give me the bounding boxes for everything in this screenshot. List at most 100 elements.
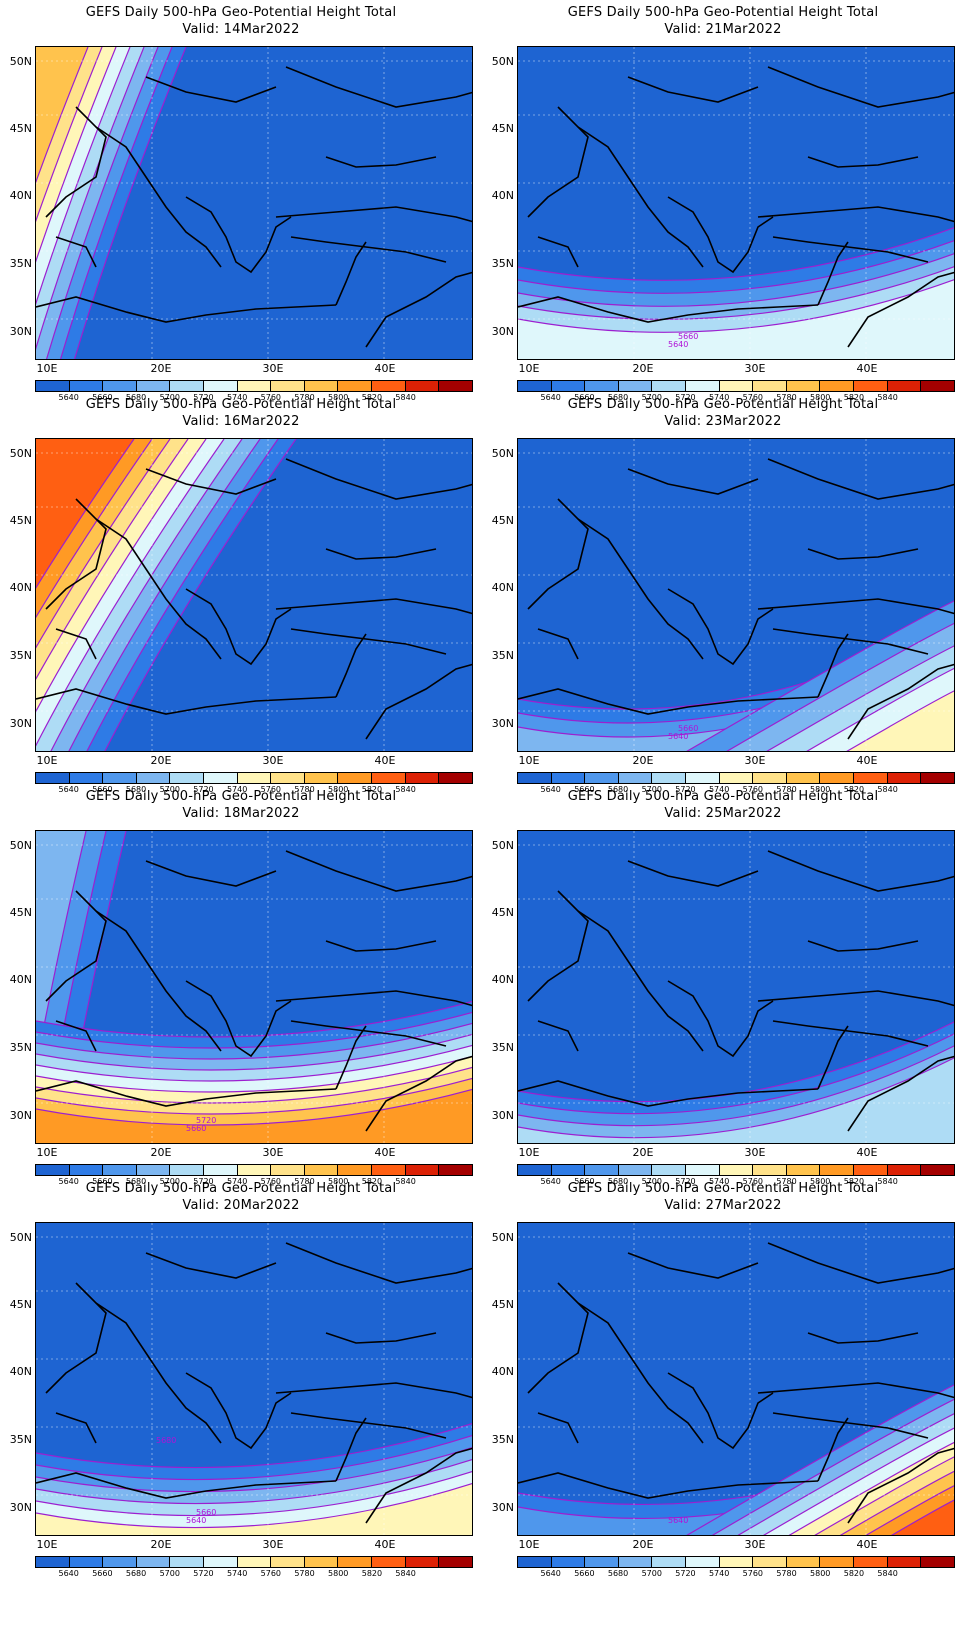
colorbar-swatch [372,1165,406,1175]
colorbar-swatch [405,773,440,783]
lon-label: 40E [374,1538,396,1551]
contour-label: 5660 [678,332,698,341]
colorbar-swatch [372,381,406,391]
colorbar-label: 5840 [395,393,416,402]
colorbar-label: 5680 [607,393,629,402]
lat-label: 35N [9,257,32,270]
lat-label: 40N [491,189,514,202]
colorbar-label: 5780 [294,393,315,402]
panel-21mar: GEFS Daily 500-hPa Geo-Potential Height … [482,0,964,410]
colorbar-label: 5740 [708,1177,730,1186]
colorbar-label: 5660 [92,393,113,402]
lon-label: 10E [36,754,58,767]
colorbar-swatch [551,773,586,783]
map-area [35,438,473,752]
colorbar-label: 5720 [675,1569,696,1578]
colorbar-label: 5640 [58,1177,79,1186]
colorbar-label: 5740 [708,393,730,402]
lon-label: 30E [744,362,766,375]
colorbar-label: 5840 [877,785,898,794]
lat-label: 50N [9,839,32,852]
lon-label: 40E [856,1538,878,1551]
map-title: GEFS Daily 500-hPa Geo-Potential Height … [567,1181,879,1196]
colorbar-label: 5740 [708,1569,730,1578]
colorbar-swatch [103,773,137,783]
colorbar-label: 5700 [159,1569,180,1578]
colorbar-swatch [103,381,137,391]
lon-label: 10E [36,1146,58,1159]
colorbar-swatch [585,1165,619,1175]
colorbar-label: 5720 [675,393,696,402]
colorbar-swatch [921,773,954,783]
lon-label: 10E [518,1538,540,1551]
colorbar-label: 5820 [843,1177,865,1186]
colorbar-swatch [786,1165,821,1175]
lon-label: 10E [518,1146,540,1159]
colorbar-swatch [237,381,272,391]
colorbar-label: 5780 [294,1569,315,1578]
lon-label: 40E [374,362,396,375]
colorbar-swatch [618,381,653,391]
colorbar-label: 5660 [92,1177,113,1186]
colorbar-swatch [204,1165,238,1175]
colorbar-swatch [136,773,171,783]
colorbar-label: 5660 [574,785,595,794]
colorbar-swatch [36,1557,70,1567]
colorbar-swatch [271,1557,305,1567]
height-field-map [36,439,472,751]
colorbar-label: 5740 [226,1569,248,1578]
colorbar-label: 5720 [193,1569,214,1578]
colorbar-label: 5700 [159,393,180,402]
colorbar-label: 5640 [540,1177,561,1186]
colorbar-swatch [170,773,205,783]
colorbar-label: 5840 [877,393,898,402]
colorbar-swatch [652,381,687,391]
lat-label: 35N [9,1433,32,1446]
lat-label: 40N [491,581,514,594]
colorbar-label: 5760 [742,1569,764,1578]
lat-label: 45N [9,122,32,135]
colorbar-label: 5800 [810,785,831,794]
colorbar-label: 5760 [260,785,282,794]
lon-label: 20E [150,754,172,767]
colorbar-label: 5640 [540,393,561,402]
lon-label: 20E [632,1538,654,1551]
colorbar-swatch [439,381,472,391]
colorbar [35,772,473,784]
colorbar [517,1164,955,1176]
colorbar-labels: 5640 5660 5680 5700 5720 5740 5760 5780 5800 5820… [35,1569,473,1581]
colorbar-swatch [854,1557,888,1567]
colorbar-label: 5760 [742,393,764,402]
colorbar-label: 5840 [395,785,416,794]
colorbar-label: 5780 [776,1569,797,1578]
colorbar-label: 5820 [843,1569,865,1578]
colorbar-swatch [686,1557,720,1567]
colorbar-label: 5680 [607,1177,629,1186]
colorbar-label: 5640 [58,1569,79,1578]
contour-label: 5660 [678,724,698,733]
colorbar-swatch [405,381,440,391]
lon-label: 30E [262,1538,284,1551]
colorbar-label: 5640 [540,785,561,794]
colorbar-label: 5800 [328,393,349,402]
colorbar-swatch [170,1165,205,1175]
colorbar-swatch [271,773,305,783]
colorbar-label: 5820 [361,1569,383,1578]
lon-label: 10E [36,1538,58,1551]
map-valid-date: Valid: 27Mar2022 [664,1198,782,1213]
colorbar-swatch [69,1557,104,1567]
lon-label: 40E [374,754,396,767]
lat-label: 45N [491,122,514,135]
lat-label: 30N [491,1109,514,1122]
colorbar-label: 5780 [294,785,315,794]
lat-label: 30N [9,717,32,730]
height-field-map [518,831,954,1143]
lat-label: 50N [9,447,32,460]
colorbar-label: 5820 [843,393,865,402]
colorbar-swatch [372,773,406,783]
contour-label: 5680 [156,1436,176,1445]
colorbar [35,1164,473,1176]
colorbar-label: 5800 [328,785,349,794]
lon-label: 30E [262,1146,284,1159]
